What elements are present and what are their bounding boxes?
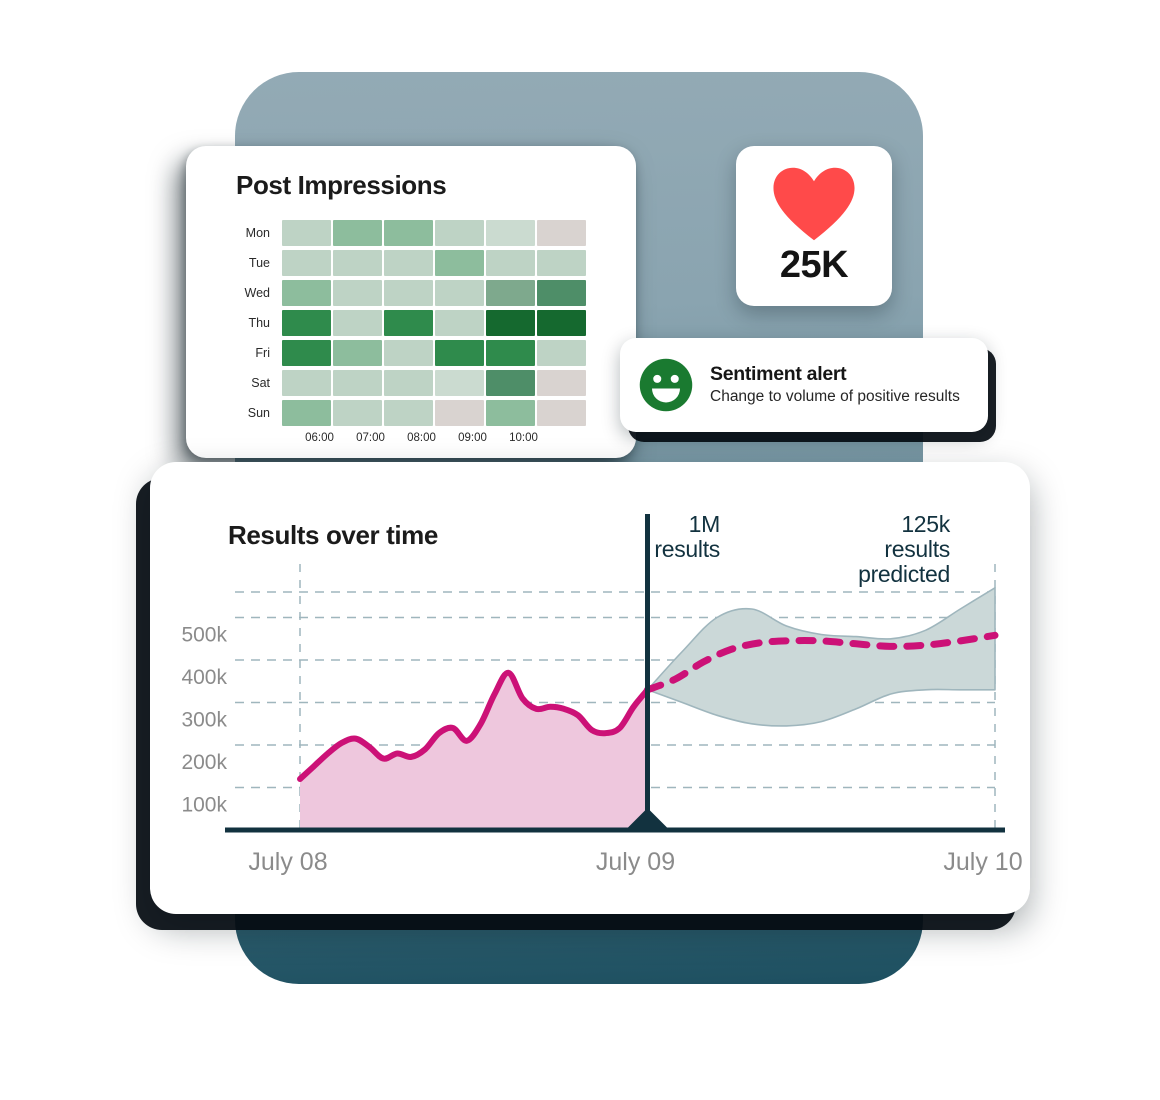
heatmap-cell[interactable]: [384, 370, 433, 396]
heatmap-row: Sun: [236, 398, 588, 428]
smiley-face-icon: [639, 358, 693, 412]
heatmap-row: Wed: [236, 278, 588, 308]
heatmap-cell[interactable]: [537, 250, 586, 276]
heatmap-time-label: 06:00: [305, 432, 334, 444]
annotation-actual-results: 1M results: [610, 512, 720, 562]
heatmap-cell[interactable]: [282, 310, 331, 336]
post-impressions-card[interactable]: Post Impressions Mon Tue Wed Thu Fri Sat Sun 0…: [186, 146, 636, 458]
y-axis-tick-label: 300k: [181, 709, 227, 732]
heatmap-time-label: 08:00: [407, 432, 436, 444]
heatmap-cell[interactable]: [435, 340, 484, 366]
heatmap-cell[interactable]: [282, 340, 331, 366]
x-axis-tick-label: July 09: [596, 848, 675, 876]
sentiment-alert-text: Sentiment alert Change to volume of posi…: [710, 363, 960, 407]
heatmap-cell[interactable]: [333, 280, 382, 306]
heatmap-cell[interactable]: [435, 370, 484, 396]
impressions-heatmap: Mon Tue Wed Thu Fri Sat Sun 06:00 07:00 08:00 09:…: [236, 218, 588, 444]
heatmap-cell[interactable]: [384, 280, 433, 306]
annotation-actual-line2: results: [654, 535, 720, 562]
heatmap-cell[interactable]: [537, 220, 586, 246]
heatmap-day-label: Fri: [255, 345, 270, 360]
heatmap-cell[interactable]: [333, 220, 382, 246]
heatmap-cell[interactable]: [282, 370, 331, 396]
heatmap-row: Sat: [236, 368, 588, 398]
heatmap-cell[interactable]: [282, 400, 331, 426]
current-date-marker-triangle: [625, 808, 670, 830]
heatmap-cell[interactable]: [537, 400, 586, 426]
heatmap-cell[interactable]: [384, 340, 433, 366]
heatmap-cell[interactable]: [333, 340, 382, 366]
heatmap-cell[interactable]: [282, 280, 331, 306]
heatmap-day-label: Wed: [244, 285, 270, 300]
annotation-actual-line1: 1M: [688, 511, 721, 537]
heatmap-cell[interactable]: [537, 310, 586, 336]
heatmap-row: Fri: [236, 338, 588, 368]
annotation-predicted-line3: predicted: [858, 560, 950, 587]
heatmap-grid: Mon Tue Wed Thu Fri Sat Sun: [236, 218, 588, 428]
heatmap-cell[interactable]: [435, 220, 484, 246]
heatmap-cell[interactable]: [384, 310, 433, 336]
heatmap-cell[interactable]: [435, 310, 484, 336]
y-axis-tick-label: 200k: [181, 751, 227, 774]
heatmap-cell[interactable]: [486, 310, 535, 336]
heatmap-day-label: Mon: [245, 225, 270, 240]
heatmap-row: Thu: [236, 308, 588, 338]
heatmap-day-label: Sun: [247, 405, 270, 420]
annotation-predicted-line2: results: [884, 535, 950, 562]
heatmap-cell[interactable]: [537, 370, 586, 396]
heatmap-cell[interactable]: [282, 250, 331, 276]
heatmap-cell[interactable]: [486, 220, 535, 246]
heatmap-cell[interactable]: [537, 280, 586, 306]
heatmap-cell[interactable]: [333, 310, 382, 336]
heart-icon: [773, 167, 855, 240]
heatmap-cell[interactable]: [282, 220, 331, 246]
heatmap-day-label: Thu: [248, 315, 270, 330]
heatmap-cell[interactable]: [435, 250, 484, 276]
y-axis-tick-label: 500k: [181, 624, 227, 647]
heatmap-cell[interactable]: [435, 280, 484, 306]
sentiment-alert-card[interactable]: Sentiment alert Change to volume of posi…: [620, 338, 988, 432]
heatmap-cell[interactable]: [486, 280, 535, 306]
sentiment-alert-subtitle: Change to volume of positive results: [710, 388, 960, 406]
predicted-results-line: [644, 631, 999, 694]
heatmap-cell[interactable]: [486, 340, 535, 366]
heatmap-row: Mon: [236, 218, 588, 248]
annotation-predicted-line1: 125k: [901, 511, 950, 537]
actual-results-line: [297, 669, 651, 782]
heatmap-cell[interactable]: [384, 220, 433, 246]
prediction-confidence-band: [646, 587, 996, 727]
heatmap-cell[interactable]: [333, 400, 382, 426]
heatmap-row: Tue: [236, 248, 588, 278]
y-axis-tick-label: 100k: [181, 794, 227, 817]
heatmap-cell[interactable]: [435, 400, 484, 426]
results-over-time-title: Results over time: [228, 520, 438, 550]
sentiment-alert-title: Sentiment alert: [710, 363, 847, 385]
heatmap-cell[interactable]: [486, 400, 535, 426]
results-over-time-card[interactable]: Results over time 100k 200k 300k 400k 500k Ju…: [150, 462, 1030, 914]
results-over-time-chart[interactable]: 100k 200k 300k 400k 500k July 08 July 09 July 1…: [150, 462, 1030, 914]
post-impressions-title: Post Impressions: [236, 170, 447, 200]
heatmap-day-label: Sat: [251, 375, 270, 390]
heatmap-cell[interactable]: [486, 250, 535, 276]
heatmap-time-axis: 06:00 07:00 08:00 09:00 10:00: [294, 432, 588, 444]
y-axis-tick-label: 400k: [181, 666, 227, 689]
actual-results-area: [300, 672, 648, 830]
heatmap-cell[interactable]: [384, 400, 433, 426]
x-axis-tick-label: July 08: [248, 848, 327, 876]
heatmap-day-label: Tue: [248, 255, 270, 270]
heatmap-cell[interactable]: [537, 340, 586, 366]
heatmap-time-label: 07:00: [356, 432, 385, 444]
heatmap-cell[interactable]: [333, 370, 382, 396]
heatmap-time-label: 09:00: [458, 432, 487, 444]
annotation-predicted-results: 125k results predicted: [770, 512, 950, 586]
heatmap-cell[interactable]: [486, 370, 535, 396]
heatmap-cell[interactable]: [333, 250, 382, 276]
heatmap-time-label: 10:00: [509, 432, 538, 444]
likes-metric-card[interactable]: 25K: [736, 146, 892, 306]
likes-count: 25K: [779, 243, 849, 286]
x-axis-tick-label: July 10: [943, 848, 1022, 876]
heatmap-cell[interactable]: [384, 250, 433, 276]
